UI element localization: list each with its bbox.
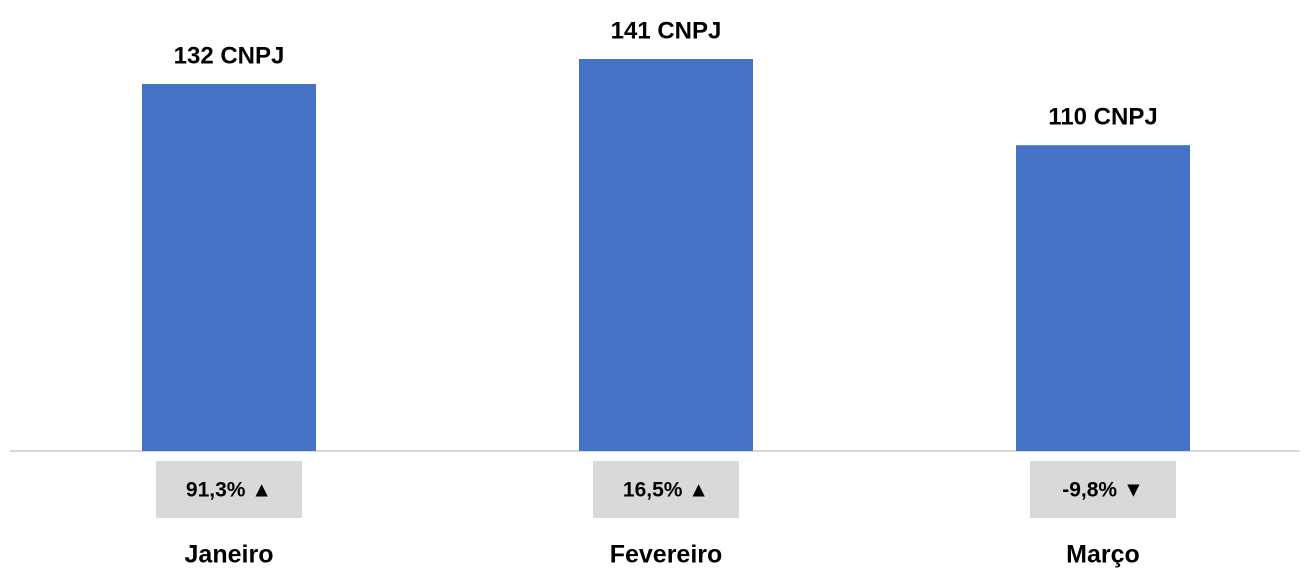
value-label: 141 CNPJ <box>611 17 722 44</box>
bar <box>579 59 753 452</box>
change-box <box>593 461 739 518</box>
change-box <box>156 461 302 518</box>
x-tick-label: Março <box>1066 541 1140 569</box>
change-label: 16,5% ▲ <box>623 479 709 502</box>
value-label: 110 CNPJ <box>1048 104 1157 131</box>
value-label: 132 CNPJ <box>174 42 285 69</box>
x-tick-label: Fevereiro <box>610 541 723 569</box>
x-tick-label: Janeiro <box>185 541 274 569</box>
change-label: -9,8% ▼ <box>1062 479 1143 502</box>
bar <box>142 84 316 451</box>
change-box <box>1030 461 1176 518</box>
change-label: 91,3% ▲ <box>186 479 272 502</box>
bar <box>1016 145 1190 451</box>
